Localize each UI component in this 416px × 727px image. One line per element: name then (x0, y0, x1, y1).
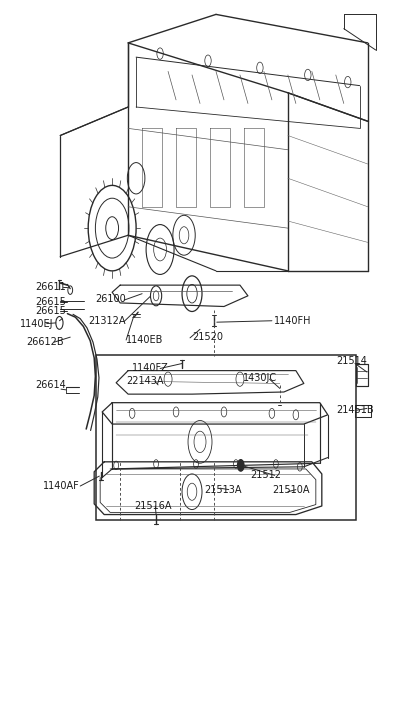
Text: 1430JC: 1430JC (243, 374, 277, 383)
Text: 26615: 26615 (35, 306, 66, 316)
Text: 21514: 21514 (336, 356, 366, 366)
Text: 1140EB: 1140EB (126, 335, 163, 345)
Text: 21520: 21520 (192, 332, 223, 342)
Text: 26611: 26611 (35, 282, 66, 292)
Text: 1140FH: 1140FH (274, 316, 312, 326)
Text: 21510A: 21510A (272, 485, 310, 494)
Text: 21312A: 21312A (89, 316, 126, 326)
Text: 21516A: 21516A (134, 501, 172, 511)
Text: 1140FZ: 1140FZ (132, 363, 169, 373)
Text: 22143A: 22143A (126, 377, 163, 386)
Bar (96, 355, 356, 521)
Text: 1140EJ: 1140EJ (20, 318, 54, 329)
Text: 26615: 26615 (35, 297, 66, 307)
Text: 21451B: 21451B (336, 405, 374, 415)
Text: 1140AF: 1140AF (43, 481, 79, 491)
Circle shape (238, 459, 244, 471)
Text: 21512: 21512 (251, 470, 282, 481)
Text: 26612B: 26612B (26, 337, 64, 347)
Text: 26100: 26100 (95, 294, 126, 305)
Text: 26614: 26614 (35, 380, 66, 390)
Text: 21513A: 21513A (204, 485, 242, 494)
